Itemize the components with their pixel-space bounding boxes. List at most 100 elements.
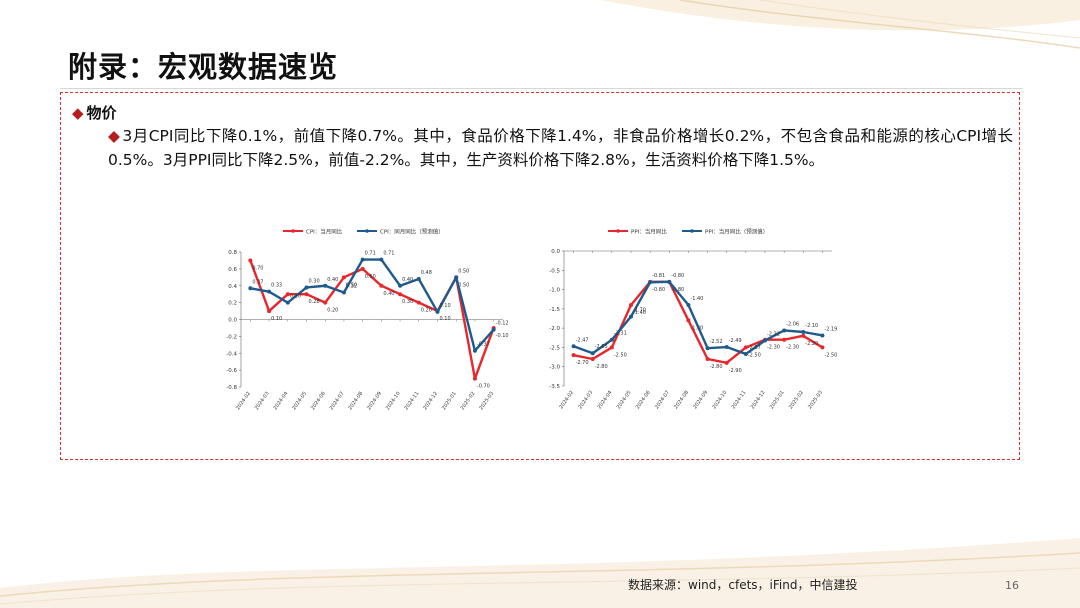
x-tick-label: 2025-03 xyxy=(807,390,824,411)
data-label: -0.80 xyxy=(671,273,684,279)
data-label: -2.50 xyxy=(614,352,627,358)
page-title: 附录：宏观数据速览 xyxy=(68,50,339,84)
page-number: 16 xyxy=(1005,579,1019,592)
series-line-1 xyxy=(250,258,495,352)
x-tick-label: 2024-04 xyxy=(273,391,290,412)
data-label: -2.06 xyxy=(786,321,799,327)
x-tick-label: 2024-07 xyxy=(329,391,346,412)
x-tick-label: 2024-04 xyxy=(597,390,614,411)
data-label: -2.20 xyxy=(805,341,818,347)
x-tick-label: 2024-11 xyxy=(731,390,748,411)
data-point xyxy=(571,353,576,358)
section-heading: ◆ 物价 xyxy=(72,102,117,123)
data-label: 0.71 xyxy=(365,251,376,257)
data-point xyxy=(267,309,272,314)
data-point xyxy=(341,290,346,295)
data-label: 0.50 xyxy=(458,268,469,274)
x-tick-label: 2025-02 xyxy=(460,391,477,412)
x-tick-label: 2024-02 xyxy=(235,391,252,412)
y-tick-label: -3.0 xyxy=(549,365,560,371)
legend-label: CPI：当月同比 xyxy=(306,228,343,236)
data-point xyxy=(801,330,806,334)
data-label: 0.30 xyxy=(402,299,413,305)
diamond-bullet-icon: ◆ xyxy=(108,127,121,145)
data-label: -2.32 xyxy=(767,331,780,337)
x-tick-label: 2024-12 xyxy=(422,391,439,412)
y-tick-label: -0.8 xyxy=(226,385,237,391)
x-tick-label: 2024-06 xyxy=(310,391,327,412)
data-point xyxy=(686,318,691,323)
data-point xyxy=(743,351,748,356)
data-point xyxy=(820,345,825,350)
x-tick-label: 2024-09 xyxy=(366,391,383,412)
data-label: 0.71 xyxy=(383,251,394,257)
data-point xyxy=(724,360,729,365)
x-tick-label: 2024-03 xyxy=(254,391,271,412)
data-point xyxy=(782,328,787,333)
data-label: -2.50 xyxy=(824,352,837,358)
data-label: -1.80 xyxy=(690,325,703,331)
data-label: -2.47 xyxy=(576,337,589,343)
data-point xyxy=(267,289,272,294)
x-tick-label: 2024-12 xyxy=(750,390,767,411)
x-tick-label: 2025-01 xyxy=(769,390,786,411)
ppi-line-chart: PPI：当月同比 PPI：当月同比（预测值） 0.0 -0.5 -1.0 -1.5 -2.0… xyxy=(549,228,837,411)
series-line-1 xyxy=(573,280,823,356)
legend-label: PPI：当月同比 xyxy=(631,228,667,236)
data-label: 0.50 xyxy=(458,282,469,288)
x-tick-label: 2024-10 xyxy=(385,391,402,412)
data-label: -2.90 xyxy=(729,368,742,374)
data-point xyxy=(491,327,496,332)
y-tick-label: 0.4 xyxy=(228,284,237,290)
legend-marker xyxy=(690,229,694,233)
data-point xyxy=(248,286,253,291)
data-label: -0.12 xyxy=(496,321,509,327)
data-point xyxy=(341,275,346,280)
data-label: 0.20 xyxy=(290,294,301,300)
series-line-0 xyxy=(573,280,824,365)
x-tick-label: 2024-03 xyxy=(577,390,594,411)
data-point xyxy=(285,300,290,305)
x-tick-label: 2024-10 xyxy=(711,390,728,411)
data-label: 0.70 xyxy=(252,265,263,271)
data-point xyxy=(323,283,328,288)
x-tick-label: 2024-09 xyxy=(692,390,709,411)
section-label: 物价 xyxy=(86,104,117,122)
x-tick-label: 2024-06 xyxy=(635,390,652,411)
data-label: -0.81 xyxy=(652,273,665,279)
top-decoration xyxy=(600,0,1080,49)
data-point xyxy=(609,345,614,350)
data-label: 0.20 xyxy=(421,308,432,314)
data-point xyxy=(323,300,328,305)
legend-marker xyxy=(291,229,295,233)
y-tick-label: 0.2 xyxy=(228,301,237,307)
data-label: 0.10 xyxy=(440,303,451,309)
data-point xyxy=(629,303,633,307)
data-point xyxy=(304,285,309,290)
data-point xyxy=(398,283,403,288)
y-tick-label: -2.5 xyxy=(549,345,560,351)
data-label: 0.48 xyxy=(421,270,432,276)
data-point xyxy=(248,258,253,263)
data-point xyxy=(609,337,614,342)
data-point xyxy=(724,345,729,350)
data-label: -2.49 xyxy=(729,338,742,344)
x-tick-label: 2024-05 xyxy=(616,390,633,411)
data-point xyxy=(472,348,477,353)
data-point xyxy=(360,257,365,262)
data-label: -2.19 xyxy=(824,326,837,332)
data-point xyxy=(416,277,421,281)
data-label: -0.70 xyxy=(477,384,490,390)
data-label: 0.32 xyxy=(346,284,357,290)
data-point xyxy=(304,292,309,297)
data-label: -2.50 xyxy=(748,352,761,358)
data-label: -2.30 xyxy=(767,345,780,351)
x-tick-label: 2025-03 xyxy=(478,391,495,412)
y-tick-label: -0.5 xyxy=(549,268,560,274)
data-label: -2.80 xyxy=(595,364,608,370)
data-label: 0.40 xyxy=(383,291,394,297)
data-label: -2.80 xyxy=(710,364,723,370)
data-point xyxy=(763,338,767,343)
data-label: 0.30 xyxy=(309,278,320,284)
data-label: 0.20 xyxy=(327,308,338,314)
